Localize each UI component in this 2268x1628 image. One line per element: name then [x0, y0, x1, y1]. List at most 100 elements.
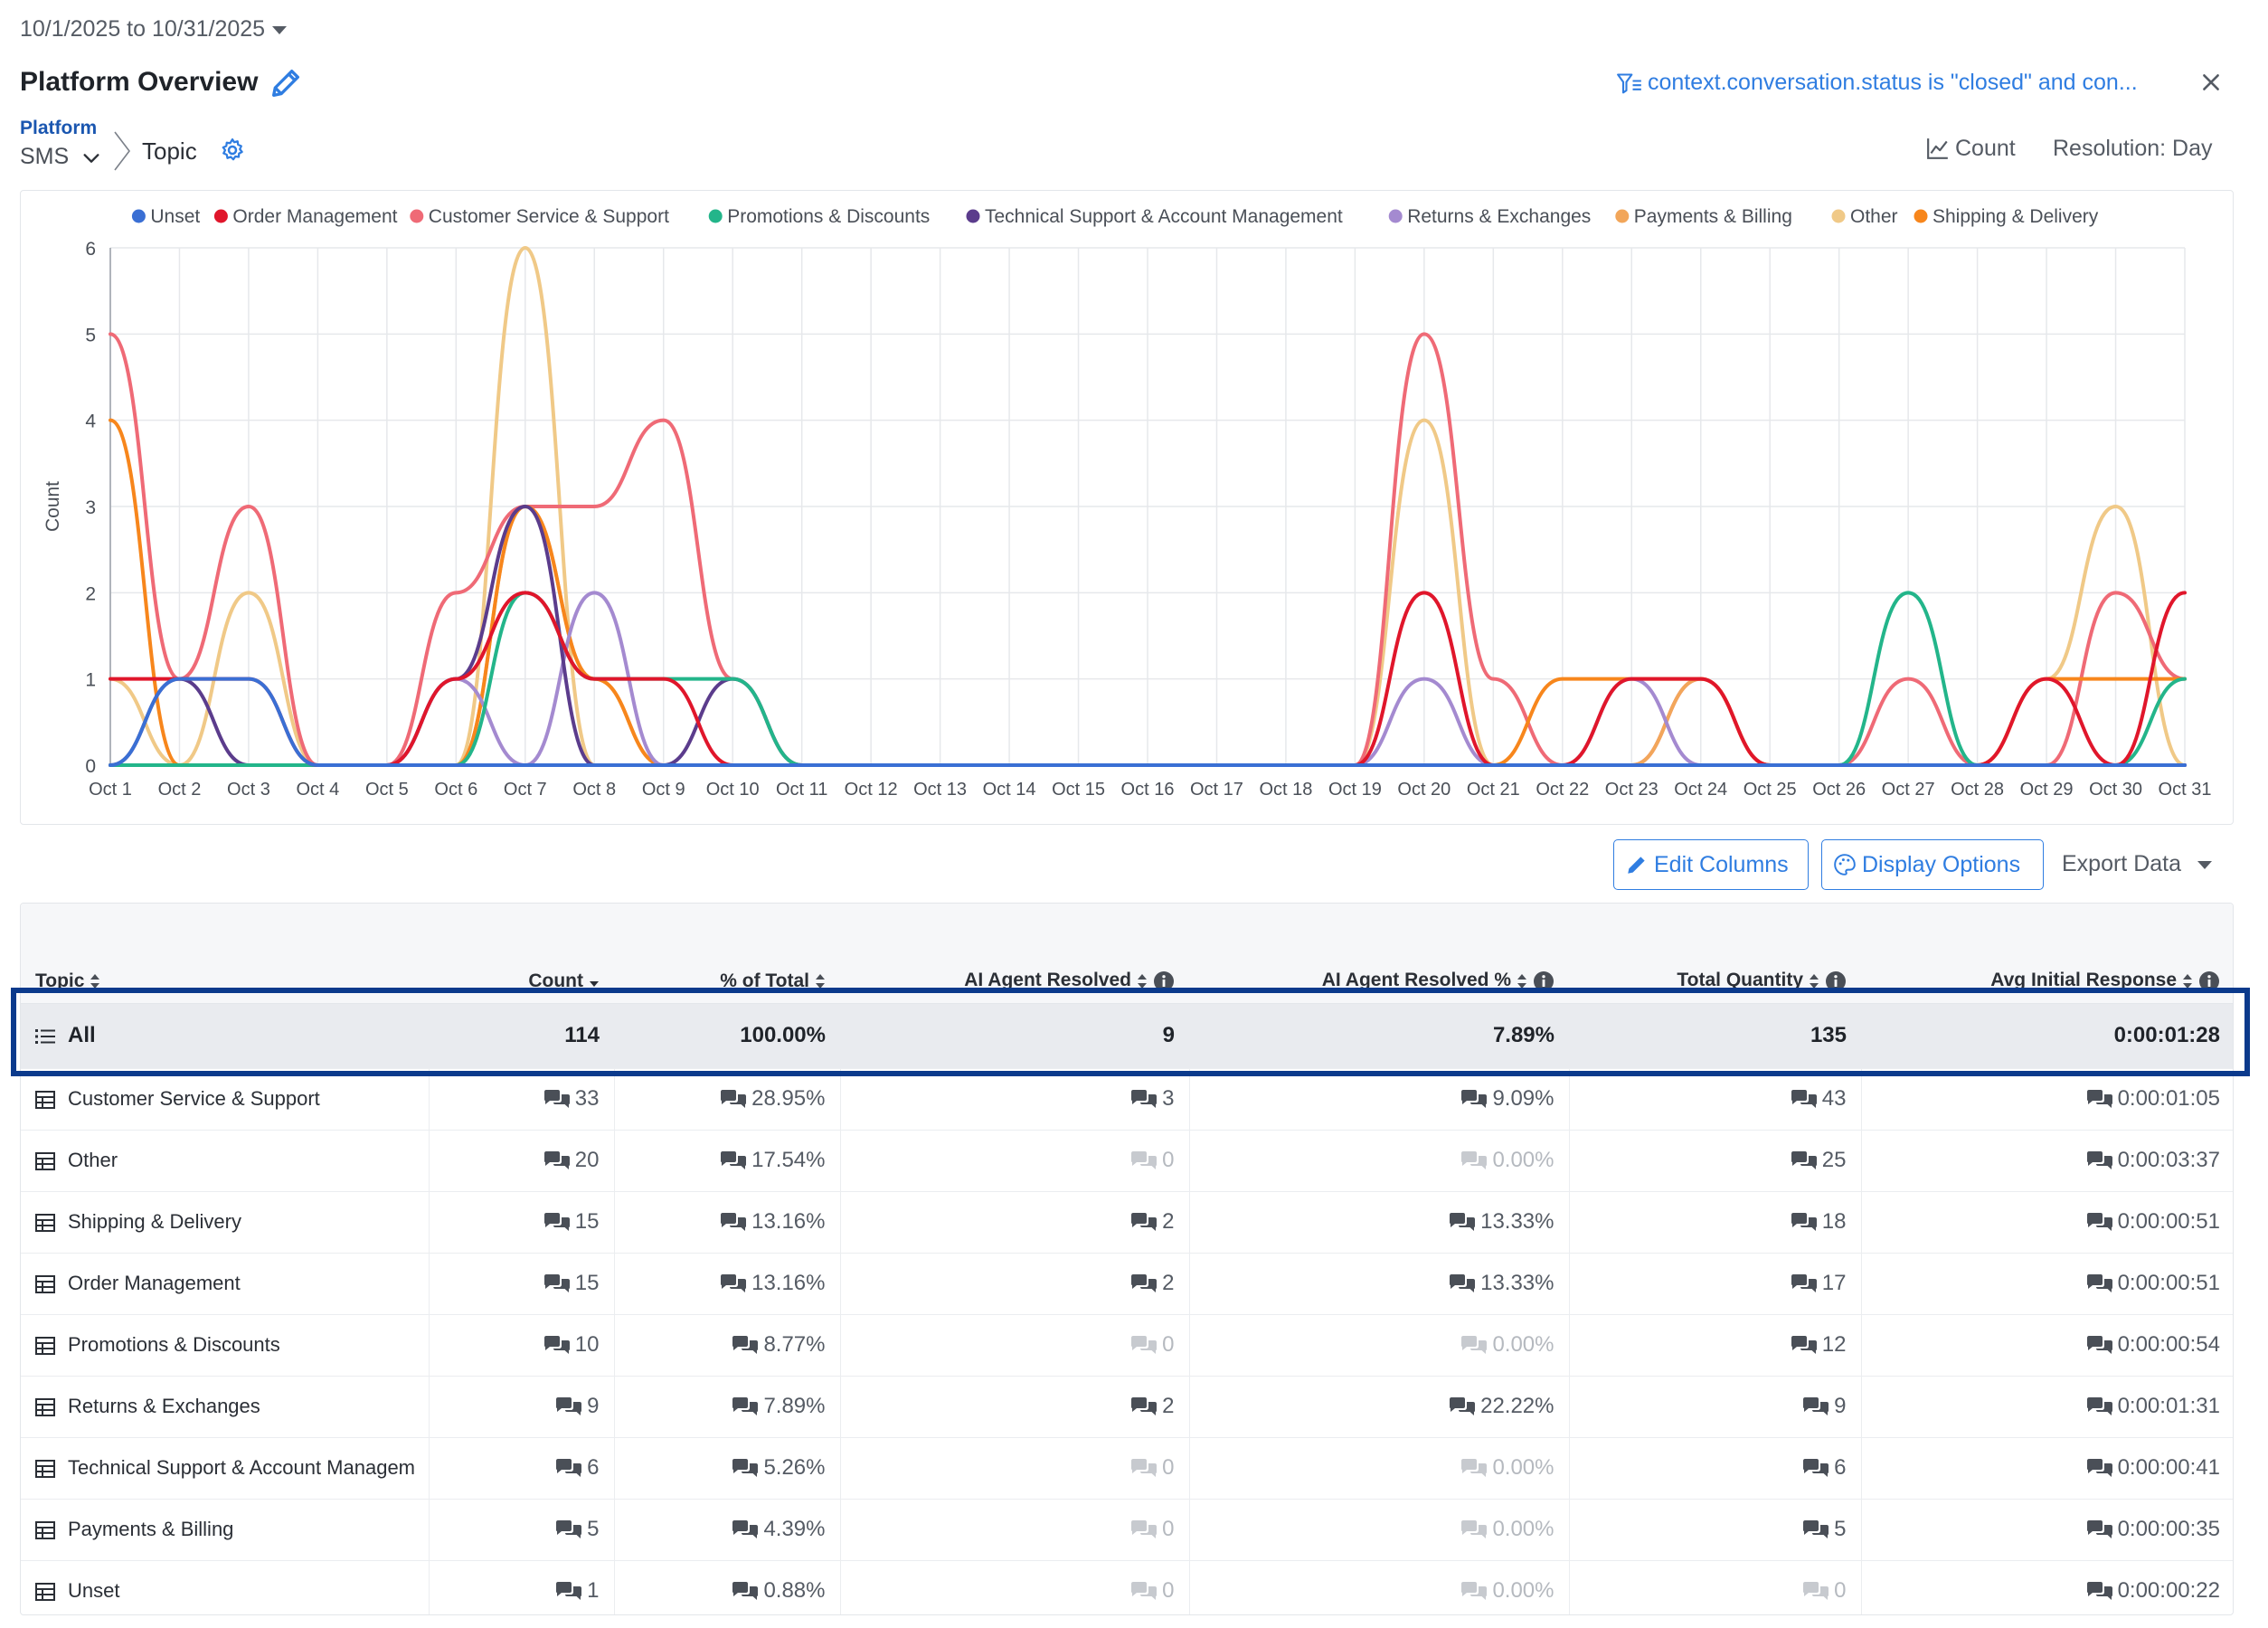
topic-label: Technical Support & Account Managem	[68, 1456, 416, 1479]
sort-icon[interactable]	[815, 972, 826, 990]
chat-bubbles-icon	[2086, 1458, 2112, 1477]
info-icon[interactable]	[1825, 970, 1847, 992]
breadcrumb-topic[interactable]: Topic	[142, 137, 197, 165]
column-header-label: Avg Initial Response	[1990, 970, 2177, 991]
edit-columns-button[interactable]: Edit Columns	[1613, 839, 1809, 890]
legend-marker	[410, 209, 424, 223]
sort-icon[interactable]	[1517, 972, 1527, 990]
export-data-dropdown[interactable]: Export Data	[2062, 851, 2213, 877]
table-row[interactable]: Promotions & Discounts 10 8.77% 0 0.00% 12 0:0…	[21, 1314, 2233, 1377]
chevron-down-icon[interactable]	[81, 148, 101, 168]
count-toggle[interactable]: Count	[1955, 136, 2016, 161]
page-title: Platform Overview	[20, 67, 259, 97]
table-row[interactable]: Payments & Billing 5 4.39% 0 0.00% 5 0:00:00:3…	[21, 1499, 2233, 1561]
info-icon[interactable]	[2198, 970, 2220, 992]
column-header-topic[interactable]: Topic	[21, 904, 429, 1004]
filter-summary-link[interactable]: context.conversation.status is "closed" …	[1617, 70, 2138, 96]
chat-bubbles-icon	[1131, 1519, 1158, 1538]
table-row[interactable]: Customer Service & Support 33 28.95% 3 9.09%…	[21, 1068, 2233, 1131]
column-header-total-quantity[interactable]: Total Quantity	[1569, 904, 1861, 1004]
chat-bubbles-icon	[556, 1519, 582, 1538]
cell-value: 2	[1162, 1209, 1175, 1234]
table-row-all[interactable]: All 114 100.00% 9 7.89% 135 0:00:01:28	[21, 1003, 2233, 1069]
count-cell: 5	[429, 1499, 615, 1561]
x-tick-label: Oct 1	[89, 780, 132, 800]
sort-icon[interactable]	[2182, 972, 2193, 990]
sort-icon[interactable]	[1809, 972, 1819, 990]
sort-desc-icon[interactable]	[589, 972, 600, 990]
legend-marker	[708, 209, 723, 223]
column-header-avg-initial-response[interactable]: Avg Initial Response	[1861, 904, 2233, 1004]
legend-item-label: Payments & Billing	[1634, 206, 1792, 227]
avg-response-cell: 0:00:00:54	[1861, 1314, 2233, 1377]
platform-select[interactable]: SMS	[20, 144, 69, 170]
x-tick-label: Oct 26	[1812, 780, 1866, 800]
column-header-ai-resolved[interactable]: AI Agent Resolved	[840, 904, 1189, 1004]
pencil-icon[interactable]	[268, 65, 304, 101]
ai-resolved-pct-cell: 7.89%	[1189, 1003, 1569, 1069]
data-table: Topic Count % of Total AI Agent Resolved…	[21, 904, 2233, 1614]
pct-cell: 17.54%	[614, 1130, 841, 1192]
y-tick-label: 5	[85, 325, 96, 345]
date-range-picker[interactable]: 10/1/2025 to 10/31/2025	[20, 16, 288, 43]
topic-label: Payments & Billing	[68, 1518, 234, 1540]
x-tick-label: Oct 22	[1536, 780, 1589, 800]
table-row[interactable]: Shipping & Delivery 15 13.16% 2 13.33% 18 0:00…	[21, 1191, 2233, 1254]
topic-label: Customer Service & Support	[68, 1087, 320, 1110]
topic-cell: Unset	[21, 1560, 430, 1614]
cell-value: 17.54%	[751, 1148, 826, 1172]
resolution-select[interactable]: Resolution: Day	[2053, 136, 2213, 161]
column-header-ai-resolved-pct[interactable]: AI Agent Resolved %	[1189, 904, 1569, 1004]
x-tick-label: Oct 18	[1259, 780, 1312, 800]
close-icon[interactable]	[2199, 71, 2223, 94]
chat-bubbles-icon	[1131, 1458, 1158, 1477]
pct-cell: 100.00%	[614, 1003, 840, 1069]
table-row[interactable]: Unset 1 0.88% 0 0.00% 0 0:00:00:22	[21, 1560, 2233, 1614]
table-icon	[35, 1337, 55, 1356]
ai-resolved-pct-cell: 13.33%	[1189, 1253, 1570, 1315]
topic-cell: Other	[21, 1130, 430, 1192]
sort-icon[interactable]	[1137, 972, 1148, 990]
column-header-count[interactable]: Count	[429, 904, 614, 1004]
cell-value: 0:00:00:51	[2117, 1271, 2220, 1295]
avg-response-cell: 0:00:00:41	[1861, 1437, 2233, 1500]
chat-bubbles-icon	[1461, 1089, 1488, 1108]
column-header-pct-total[interactable]: % of Total	[614, 904, 840, 1004]
platform-select-value: SMS	[20, 144, 70, 169]
cell-value: 2	[1162, 1394, 1175, 1418]
gear-icon[interactable]	[219, 137, 246, 164]
count-cell: 6	[429, 1437, 615, 1500]
chat-bubbles-icon	[543, 1089, 570, 1108]
chat-bubbles-icon	[2086, 1396, 2112, 1415]
cell-value: 5.26%	[763, 1455, 826, 1480]
chat-bubbles-icon	[2086, 1089, 2112, 1108]
topic-cell: Payments & Billing	[21, 1499, 430, 1561]
count-cell: 15	[429, 1191, 615, 1254]
display-options-button[interactable]: Display Options	[1821, 839, 2044, 890]
x-tick-label: Oct 29	[2020, 780, 2074, 800]
cell-value: 12	[1821, 1332, 1847, 1357]
cell-value: 9	[1834, 1394, 1847, 1418]
topic-cell: Returns & Exchanges	[21, 1376, 430, 1438]
quantity-cell: 25	[1569, 1130, 1862, 1192]
info-icon[interactable]	[1533, 970, 1555, 992]
topic-label: All	[68, 1023, 96, 1047]
chat-bubbles-icon	[1791, 1089, 1817, 1108]
y-tick-label: 2	[85, 583, 96, 604]
table-row[interactable]: Order Management 15 13.16% 2 13.33% 17 0:00:00…	[21, 1253, 2233, 1315]
cell-value: 20	[574, 1148, 600, 1172]
cell-value: 6	[1834, 1455, 1847, 1480]
quantity-cell: 18	[1569, 1191, 1862, 1254]
topic-cell: Technical Support & Account Managem	[21, 1437, 430, 1500]
cell-value: 43	[1821, 1086, 1847, 1111]
table-row[interactable]: Other 20 17.54% 0 0.00% 25 0:00:03:37	[21, 1130, 2233, 1192]
sort-icon[interactable]	[90, 972, 100, 990]
quantity-cell: 135	[1569, 1003, 1861, 1069]
table-row[interactable]: Returns & Exchanges 9 7.89% 2 22.22% 9 0:00:01…	[21, 1376, 2233, 1438]
cell-value: 18	[1821, 1209, 1847, 1234]
edit-columns-label: Edit Columns	[1654, 851, 1789, 877]
table-row[interactable]: Technical Support & Account Managem 6 5.26…	[21, 1437, 2233, 1500]
ai-resolved-pct-cell: 0.00%	[1189, 1314, 1570, 1377]
chat-bubbles-icon	[1450, 1396, 1476, 1415]
info-icon[interactable]	[1153, 970, 1175, 992]
